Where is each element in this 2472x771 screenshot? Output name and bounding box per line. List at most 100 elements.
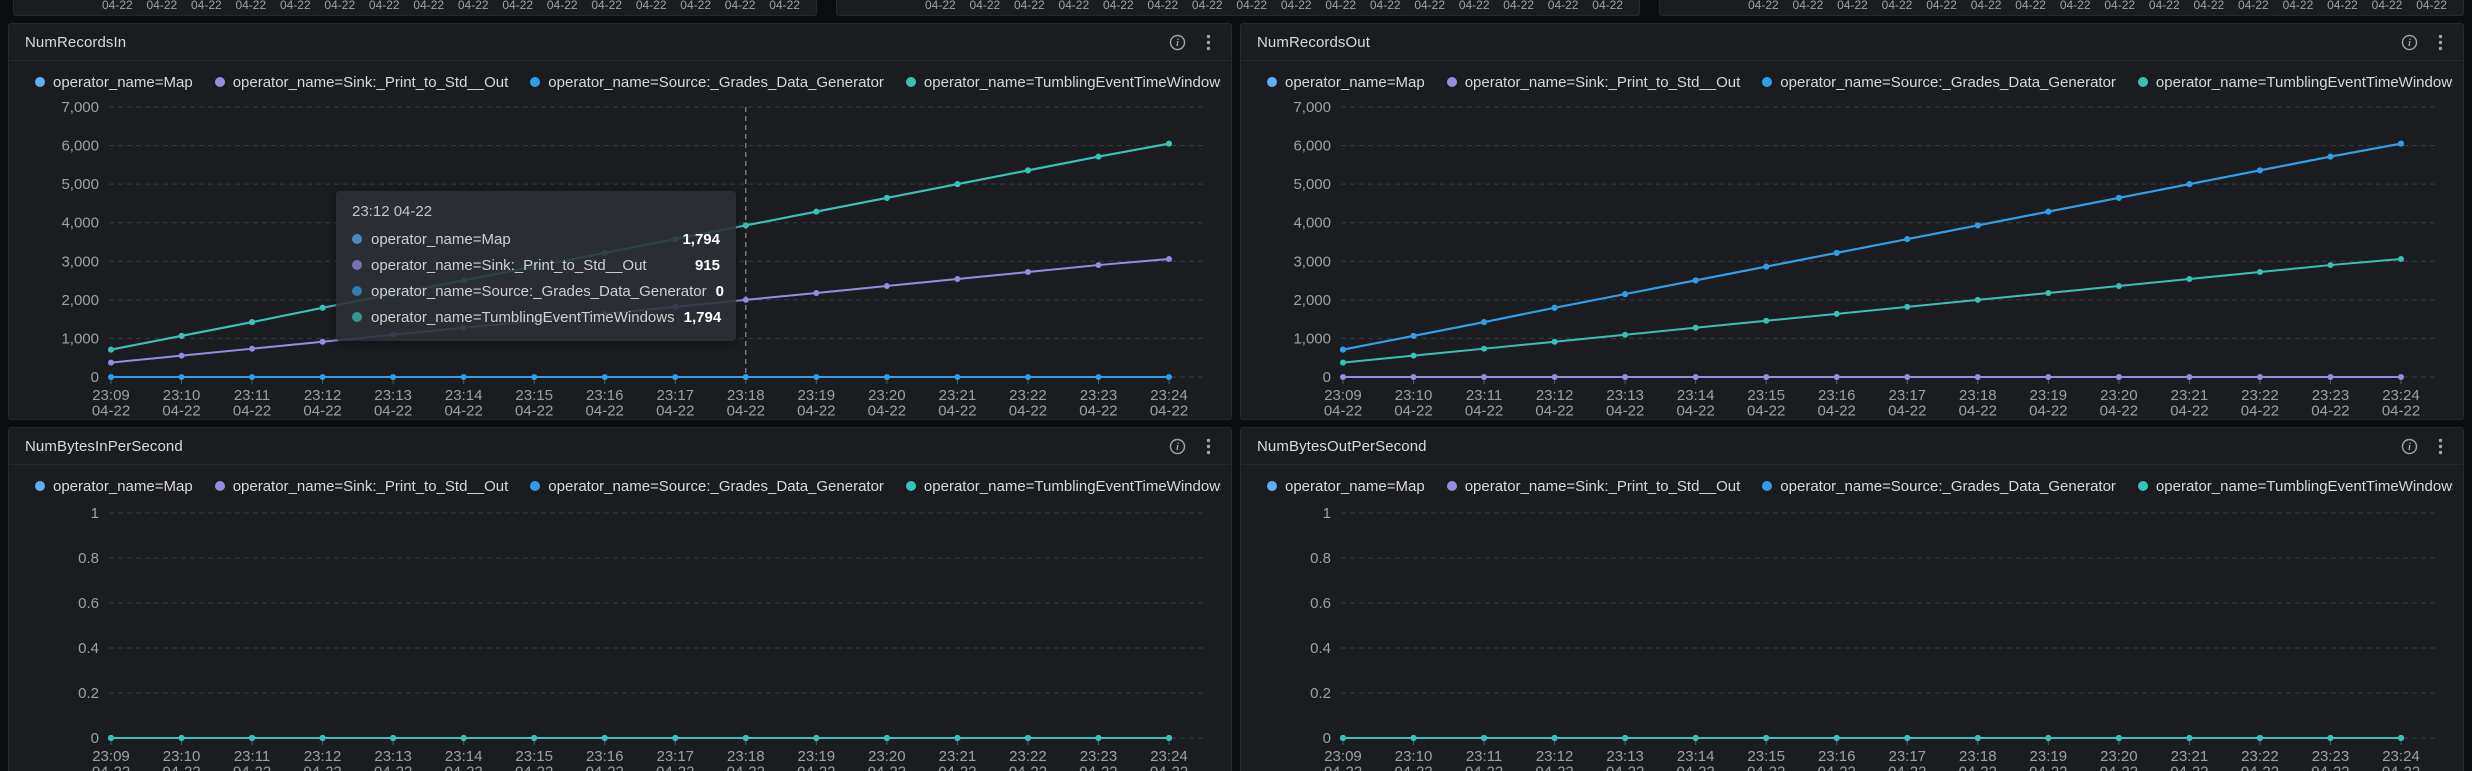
legend-item[interactable]: operator_name=Source:_Grades_Data_Genera… (1762, 478, 2116, 495)
tooltip-series-dot (352, 312, 362, 322)
mini-axis-label: 04-22 (368, 0, 400, 12)
mini-axis-label: 04-22 (190, 0, 222, 12)
svg-text:i: i (2408, 442, 2411, 453)
legend-item[interactable]: operator_name=Map (35, 74, 193, 91)
legend-series-dot (2137, 481, 2148, 491)
kebab-menu-icon[interactable] (1199, 33, 1217, 51)
mini-axis-label: 04-22 (2282, 0, 2314, 12)
legend-label: operator_name=Sink:_Print_to_Std__Out (1464, 477, 1741, 495)
tooltip-row: operator_name=Sink:_Print_to_Std__Out 915 (352, 252, 720, 278)
kebab-menu-icon[interactable] (1199, 437, 1217, 455)
svg-text:0.8: 0.8 (1310, 550, 1331, 567)
legend-label: operator_name=TumblingEventTimeWindows (923, 477, 1221, 495)
svg-text:6,000: 6,000 (1293, 138, 1331, 155)
mini-axis-label: 04-22 (2015, 0, 2046, 12)
svg-text:0.6: 0.6 (1310, 595, 1331, 612)
svg-text:1,000: 1,000 (1293, 330, 1331, 347)
svg-text:0.4: 0.4 (1310, 640, 1331, 657)
mini-axis-label: 04-22 (1592, 0, 1623, 12)
legend-item[interactable]: operator_name=Source:_Grades_Data_Genera… (1762, 74, 2116, 91)
svg-text:1: 1 (1323, 505, 1331, 522)
legend-item[interactable]: operator_name=Map (35, 478, 193, 495)
mini-axis-label: 04-22 (457, 0, 489, 12)
legend-series-dot (35, 77, 45, 87)
panel-numrecordsout: NumRecordsOut i operator_name=Map operato… (1240, 23, 2464, 420)
chart-plot-area[interactable]: 0 1,000 2,000 3,000 4,000 5,000 6,000 7,000 23:0… (1241, 24, 2463, 419)
legend-item[interactable]: operator_name=TumblingEventTimeWindows (2137, 74, 2453, 91)
legend-item[interactable]: operator_name=Map (1267, 74, 1425, 91)
legend-label: operator_name=Source:_Grades_Data_Genera… (548, 477, 884, 495)
kebab-menu-icon[interactable] (2431, 437, 2449, 455)
svg-text:0: 0 (91, 730, 99, 747)
legend-item[interactable]: operator_name=Source:_Grades_Data_Genera… (530, 478, 884, 495)
tooltip-series-label: operator_name=Source:_Grades_Data_Genera… (371, 282, 707, 300)
kebab-menu-icon[interactable] (2431, 33, 2449, 51)
info-icon[interactable]: i (2400, 437, 2418, 455)
legend-item[interactable]: operator_name=Sink:_Print_to_Std__Out (214, 478, 508, 495)
legend-item[interactable]: operator_name=TumblingEventTimeWindows (2137, 478, 2453, 495)
legend-item[interactable]: operator_name=TumblingEventTimeWindows (905, 74, 1221, 91)
tooltip-series-dot (352, 260, 362, 270)
mini-axis-label: 04-22 (1926, 0, 1957, 12)
svg-text:7,000: 7,000 (61, 99, 99, 116)
legend-label: operator_name=Map (53, 477, 193, 495)
info-icon[interactable]: i (1168, 437, 1186, 455)
info-icon[interactable]: i (1168, 33, 1186, 51)
legend: operator_name=Map operator_name=Sink:_Pri… (1267, 69, 2453, 95)
legend-series-dot (1267, 481, 1277, 491)
panel-header: NumRecordsIn i (9, 24, 1231, 61)
legend-item[interactable]: operator_name=Source:_Grades_Data_Genera… (530, 74, 884, 91)
legend-item[interactable]: operator_name=Sink:_Print_to_Std__Out (214, 73, 509, 91)
tooltip-series-dot (352, 234, 362, 244)
panel-title: NumRecordsOut (1257, 33, 1371, 51)
legend-item[interactable]: operator_name=Map (1267, 478, 1425, 495)
legend-label: operator_name=Sink:_Print_to_Std__Out (232, 73, 509, 91)
mini-axis-label: 04-22 (2371, 0, 2403, 12)
legend: operator_name=Map operator_name=Sink:_Pri… (35, 69, 1221, 95)
legend-item[interactable]: operator_name=Sink:_Print_to_Std__Out (1446, 74, 1740, 91)
mini-axis-label: 04-22 (769, 0, 800, 12)
svg-text:0: 0 (1323, 730, 1331, 747)
legend-item[interactable]: operator_name=TumblingEventTimeWindows (905, 477, 1221, 495)
svg-text:5,000: 5,000 (1293, 176, 1331, 193)
mini-axis-label: 04-22 (2104, 0, 2136, 12)
tooltip-series-value: 915 (694, 256, 720, 274)
legend-item[interactable]: operator_name=Sink:_Print_to_Std__Out (1446, 477, 1741, 495)
info-icon[interactable]: i (2400, 33, 2418, 51)
tooltip-series-dot (352, 286, 362, 296)
mini-axis-label: 04-22 (1503, 0, 1534, 12)
legend-series-dot (214, 481, 225, 491)
legend-series-dot (1446, 481, 1457, 491)
clipped-panel-above-3: 04-22 04-22 04-22 04-22 04-22 04-22 04-22 04-22… (1659, 0, 2464, 16)
mini-axis-label: 04-22 (925, 0, 956, 12)
svg-text:3,000: 3,000 (1293, 253, 1331, 270)
legend-label: operator_name=Source:_Grades_Data_Genera… (1780, 73, 2116, 91)
mini-axis-label: 04-22 (2327, 0, 2358, 12)
mini-axis-label: 04-22 (635, 0, 667, 12)
legend-label: operator_name=Map (1285, 73, 1425, 91)
tooltip-series-label: operator_name=Sink:_Print_to_Std__Out (371, 256, 647, 274)
